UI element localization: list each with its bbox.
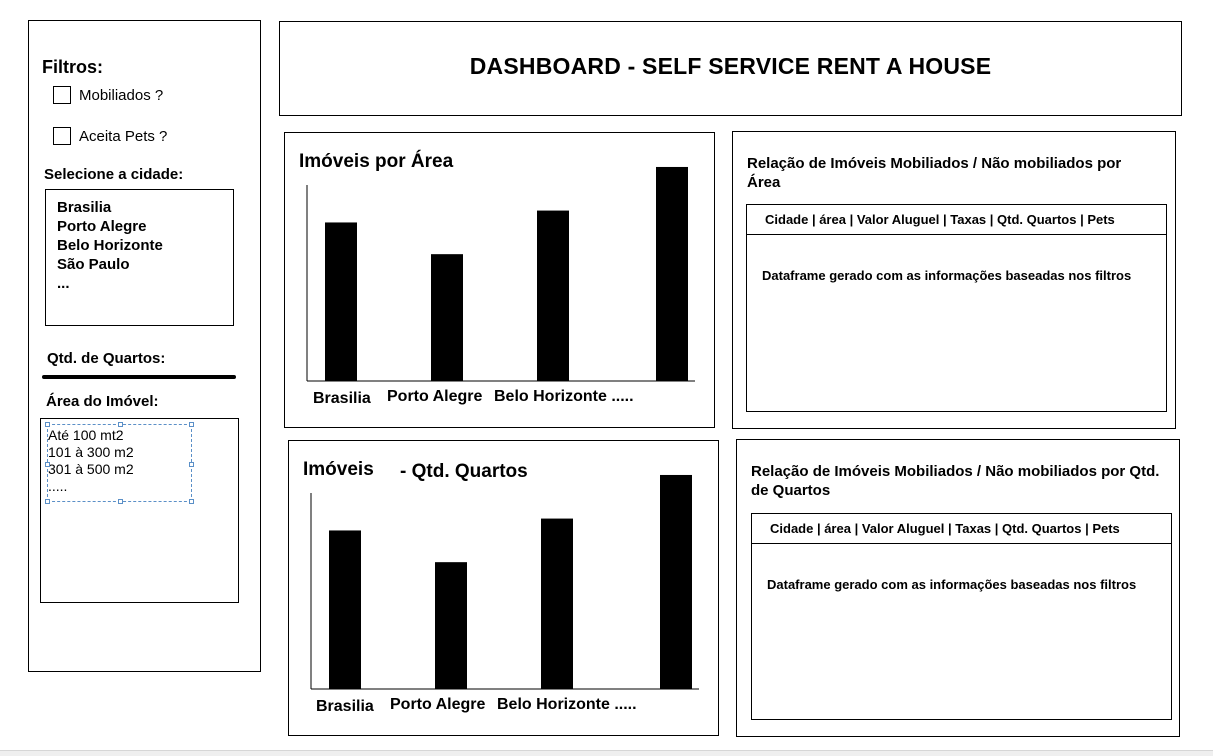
table-header: Cidade | área | Valor Aluguel | Taxas | … (752, 514, 1171, 544)
x-tick-label: Porto Alegre (387, 388, 483, 405)
resize-handle[interactable] (118, 422, 123, 427)
furnished-filter[interactable]: Mobiliados ? (53, 86, 163, 104)
area-chart-panel: Imóveis por Área Brasilia Porto Alegre B… (284, 132, 715, 428)
rooms-chart-panel: Imóveis - Qtd. Quartos Brasilia Porto Al… (288, 440, 719, 736)
x-tick-label: Belo Horizonte ..... (497, 696, 637, 713)
resize-handle[interactable] (45, 462, 50, 467)
resize-handle[interactable] (189, 499, 194, 504)
resize-handle[interactable] (118, 499, 123, 504)
x-tick-label: Brasilia (313, 390, 371, 407)
pets-checkbox[interactable] (53, 127, 71, 145)
area-option[interactable]: Até 100 mt2 (48, 427, 124, 443)
area-option[interactable]: 301 à 500 m2 (48, 461, 134, 477)
city-option[interactable]: Porto Alegre (57, 218, 147, 235)
filter-sidebar: Filtros: Mobiliados ? Aceita Pets ? Sele… (28, 20, 261, 672)
table-header: Cidade | área | Valor Aluguel | Taxas | … (747, 205, 1166, 235)
area-label: Área do Imóvel: (46, 393, 159, 410)
furnished-label: Mobiliados ? (79, 86, 164, 104)
x-tick-label: Porto Alegre (390, 696, 486, 713)
area-option[interactable]: 101 à 300 m2 (48, 444, 134, 460)
bar (537, 210, 569, 381)
pets-label: Aceita Pets ? (79, 127, 168, 145)
rooms-label: Qtd. de Quartos: (47, 350, 166, 367)
bar (541, 518, 573, 689)
resize-handle[interactable] (189, 422, 194, 427)
city-listbox[interactable]: Brasilia Porto Alegre Belo Horizonte São… (45, 189, 234, 326)
dashboard-header: DASHBOARD - SELF SERVICE RENT A HOUSE (279, 21, 1182, 116)
city-option[interactable]: ... (57, 275, 70, 292)
resize-handle[interactable] (45, 499, 50, 504)
bar (660, 474, 692, 689)
window-bottom-edge (0, 750, 1213, 756)
city-label: Selecione a cidade: (44, 166, 184, 183)
pets-filter[interactable]: Aceita Pets ? (53, 127, 167, 145)
filters-title: Filtros: (42, 57, 103, 77)
resize-handle[interactable] (45, 422, 50, 427)
area-chart-title: Imóveis por Área (299, 151, 454, 172)
rooms-dataframe[interactable]: Cidade | área | Valor Aluguel | Taxas | … (751, 513, 1172, 720)
rooms-table-panel: Relação de Imóveis Mobiliados / Não mobi… (736, 439, 1180, 737)
area-table-panel: Relação de Imóveis Mobiliados / Não mobi… (732, 131, 1176, 429)
rooms-chart-title-part2: - Qtd. Quartos (400, 461, 528, 482)
table-placeholder: Dataframe gerado com as informações base… (762, 268, 1132, 283)
x-tick-label: Brasilia (316, 698, 374, 715)
rooms-bar-chart (310, 474, 699, 690)
area-option[interactable]: ..... (48, 478, 68, 494)
area-table-title: Relação de Imóveis Mobiliados / Não mobi… (747, 155, 1122, 191)
furnished-checkbox[interactable] (53, 86, 71, 104)
area-bar-chart (306, 166, 695, 382)
bar (325, 222, 357, 381)
rooms-table-title: Relação de Imóveis Mobiliados / Não mobi… (751, 463, 1160, 499)
x-tick-label: Belo Horizonte ..... (494, 388, 634, 405)
bar (435, 562, 467, 689)
bar (431, 254, 463, 381)
selection-outline (45, 422, 194, 504)
table-placeholder: Dataframe gerado com as informações base… (767, 577, 1137, 592)
rooms-slider[interactable] (42, 375, 236, 379)
city-option[interactable]: Brasilia (57, 199, 112, 216)
city-option[interactable]: São Paulo (57, 256, 130, 273)
area-listbox[interactable]: Até 100 mt2 101 à 300 m2 301 à 500 m2 ..… (40, 418, 239, 603)
bar (656, 166, 688, 381)
page-title: DASHBOARD - SELF SERVICE RENT A HOUSE (469, 53, 992, 79)
resize-handle[interactable] (189, 462, 194, 467)
area-dataframe[interactable]: Cidade | área | Valor Aluguel | Taxas | … (746, 204, 1167, 412)
city-option[interactable]: Belo Horizonte (57, 237, 163, 254)
rooms-chart-title-part1: Imóveis (303, 459, 374, 480)
bar (329, 530, 361, 689)
